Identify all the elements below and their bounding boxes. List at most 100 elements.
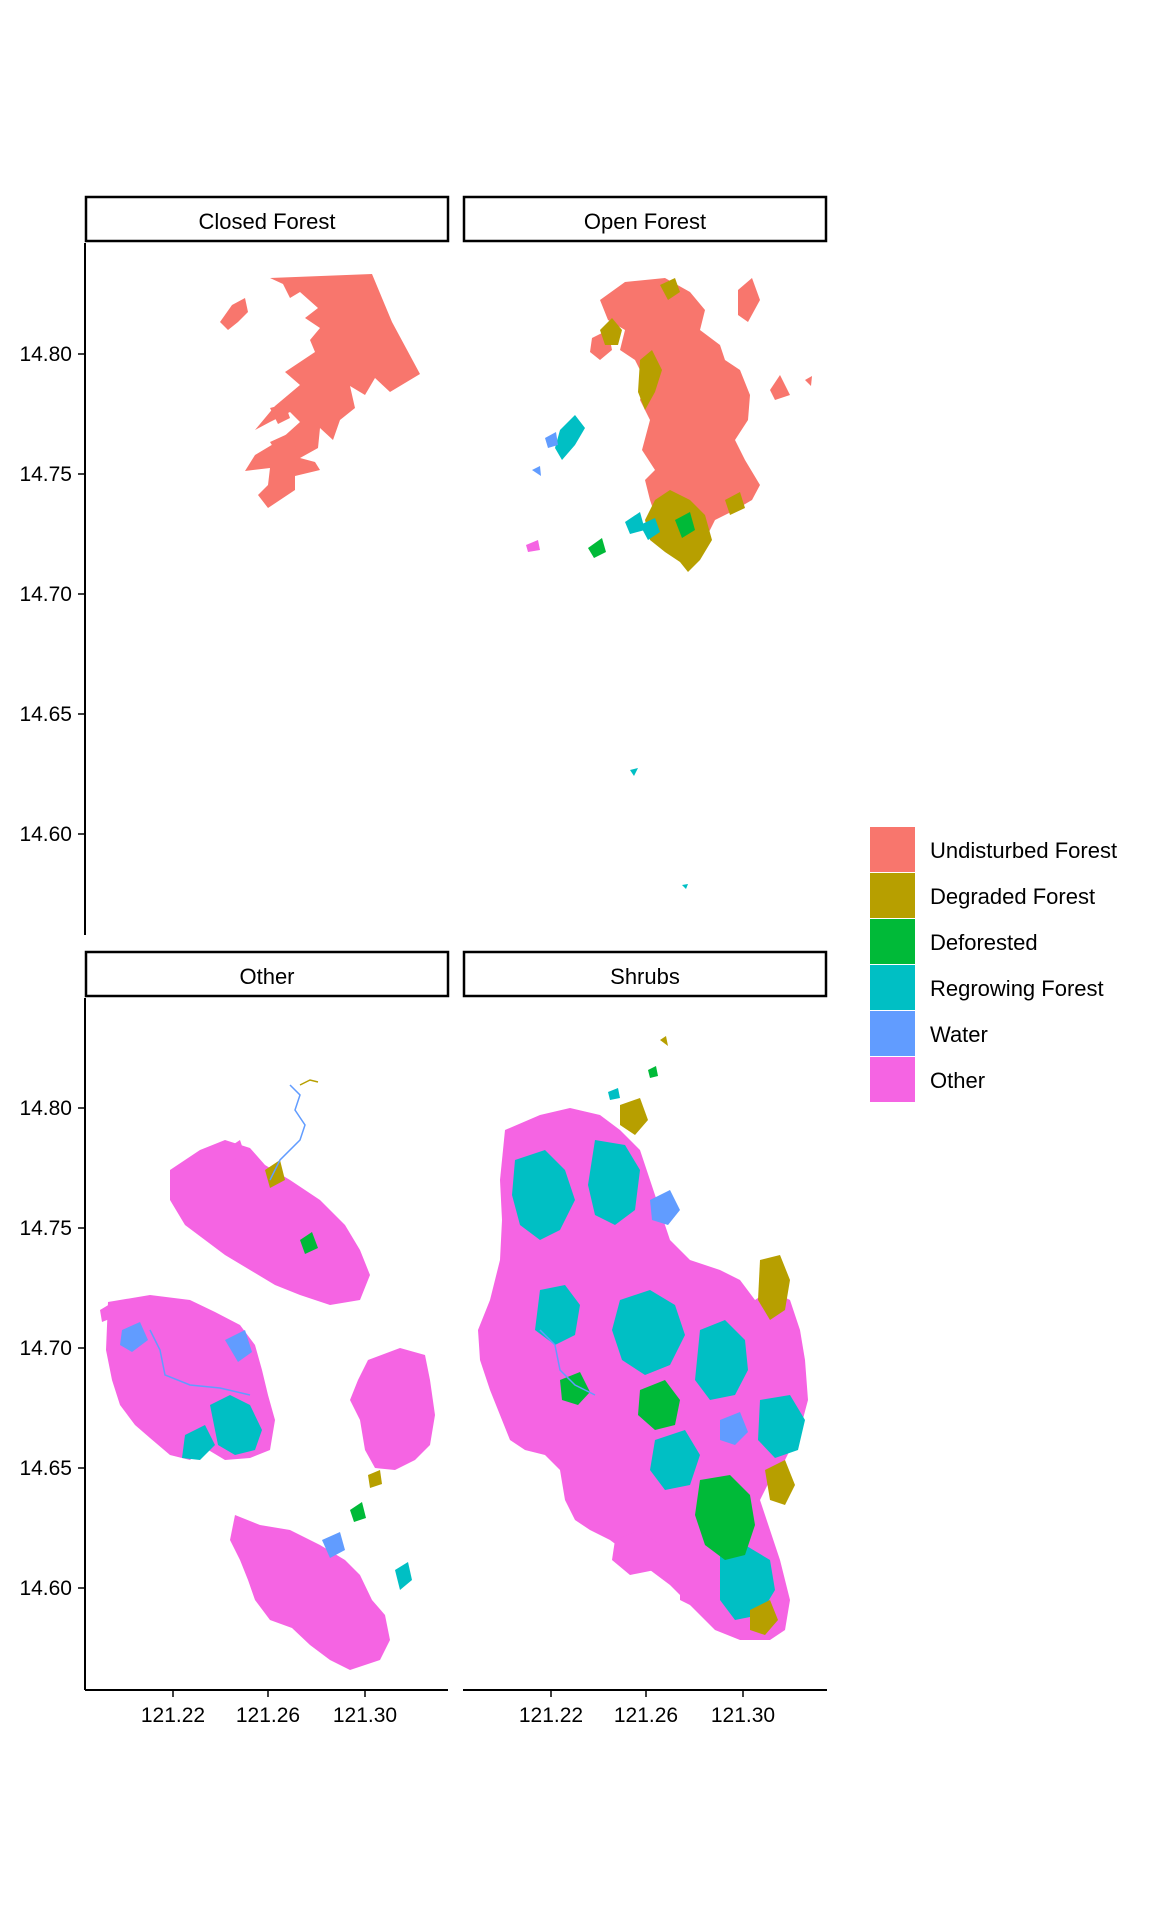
- degraded-forest-area: [600, 318, 622, 345]
- y-tick-label: 14.70: [19, 583, 72, 606]
- y-tick-label: 14.80: [19, 1097, 72, 1120]
- regrowing-forest-patch: [625, 512, 645, 534]
- water-line: [539, 1329, 596, 1396]
- legend-key: [870, 965, 915, 1010]
- x-tick-label: 121.22: [141, 1704, 205, 1727]
- undisturbed-forest-patch: [805, 376, 812, 386]
- deforested-area: [638, 1380, 680, 1430]
- water-patch: [532, 466, 541, 476]
- other-patch: [395, 1372, 428, 1410]
- degraded-forest-area: [725, 492, 745, 515]
- other-patch: [612, 1530, 660, 1575]
- undisturbed-forest-patch: [270, 404, 290, 424]
- undisturbed-forest-patch: [770, 375, 790, 400]
- y-tick-label: 14.70: [19, 1337, 72, 1360]
- facet-strip-open-forest: Open Forest: [462, 195, 828, 243]
- x-tick-label: 121.26: [236, 1704, 300, 1727]
- regrowing-forest-area: [210, 1395, 262, 1455]
- x-tick-label: 121.26: [614, 1704, 678, 1727]
- x-ticks-left: 121.22 121.26 121.30: [141, 1690, 397, 1727]
- x-ticks-right: 121.22 121.26 121.30: [519, 1690, 775, 1727]
- map-closed-forest: [220, 274, 420, 508]
- map-shrubs: [478, 1036, 808, 1640]
- other-area: [350, 1348, 435, 1470]
- regrowing-forest-patch: [630, 768, 638, 776]
- regrowing-forest-area: [695, 1320, 748, 1400]
- y-tick-label: 14.75: [19, 463, 72, 486]
- water-area: [650, 1190, 680, 1225]
- degraded-forest-area: [265, 1160, 285, 1188]
- y-tick-label: 14.65: [19, 703, 72, 726]
- legend-key: [870, 827, 915, 872]
- deforested-patch: [648, 1066, 658, 1078]
- legend-item-deforested: Deforested: [870, 919, 1038, 964]
- y-ticks-top: 14.80 14.75 14.70 14.65 14.60: [19, 343, 85, 846]
- regrowing-forest-area: [588, 1140, 640, 1225]
- water-area: [225, 1330, 252, 1362]
- undisturbed-forest-patch: [270, 432, 296, 458]
- facet-label: Other: [239, 964, 294, 989]
- deforested-area: [560, 1372, 590, 1405]
- regrowing-forest-patch: [640, 518, 660, 540]
- facet-label: Open Forest: [584, 209, 706, 234]
- facet-label: Closed Forest: [199, 209, 336, 234]
- x-tick-label: 121.22: [519, 1704, 583, 1727]
- regrowing-forest-area: [720, 1545, 775, 1620]
- legend-key: [870, 873, 915, 918]
- y-tick-label: 14.65: [19, 1457, 72, 1480]
- legend-key: [870, 1057, 915, 1102]
- other-patch: [680, 1572, 715, 1610]
- legend-item-undisturbed-forest: Undisturbed Forest: [870, 827, 1117, 872]
- water-patch: [545, 432, 558, 448]
- deforested-area: [695, 1475, 755, 1560]
- facet-strip-other: Other: [84, 950, 450, 998]
- map-open-forest: [526, 278, 812, 889]
- regrowing-forest-patch: [608, 1088, 620, 1100]
- regrowing-forest-area: [395, 1562, 412, 1590]
- legend-item-regrowing-forest: Regrowing Forest: [870, 965, 1104, 1010]
- legend-item-other: Other: [870, 1057, 985, 1102]
- undisturbed-forest-area: [600, 278, 760, 552]
- regrowing-forest-area: [758, 1395, 805, 1458]
- degraded-forest-area: [758, 1255, 790, 1320]
- legend: Undisturbed Forest Degraded Forest Defor…: [870, 827, 1117, 1102]
- deforested-area: [350, 1502, 366, 1522]
- deforested-area: [675, 512, 695, 538]
- water-area: [120, 1322, 148, 1352]
- other-area: [170, 1140, 370, 1305]
- degraded-forest-area: [750, 1600, 778, 1635]
- undisturbed-forest-patch: [220, 298, 248, 330]
- degraded-forest-area: [620, 1098, 648, 1135]
- y-tick-label: 14.60: [19, 1577, 72, 1600]
- water-line: [269, 1084, 306, 1181]
- undisturbed-forest-patch: [738, 278, 760, 322]
- regrowing-forest-area: [650, 1430, 700, 1490]
- degraded-forest-area: [645, 490, 712, 572]
- legend-key: [870, 1011, 915, 1056]
- water-line: [149, 1329, 251, 1396]
- y-tick-label: 14.75: [19, 1217, 72, 1240]
- legend-label: Water: [930, 1022, 988, 1047]
- degraded-forest-area: [368, 1470, 382, 1488]
- degraded-forest-area: [660, 278, 680, 300]
- degraded-forest-area: [638, 350, 662, 410]
- regrowing-forest-area: [535, 1285, 580, 1345]
- legend-label: Undisturbed Forest: [930, 838, 1117, 863]
- deforested-patch: [588, 538, 606, 558]
- water-area: [720, 1412, 748, 1445]
- other-patch: [526, 540, 540, 552]
- facet-strip-closed-forest: Closed Forest: [84, 195, 450, 243]
- degraded-forest-area: [765, 1460, 795, 1505]
- y-ticks-bottom: 14.80 14.75 14.70 14.65 14.60: [19, 1097, 85, 1600]
- degraded-forest-patch: [660, 1036, 668, 1046]
- legend-label: Regrowing Forest: [930, 976, 1104, 1001]
- other-patch: [225, 1140, 245, 1160]
- regrowing-forest-area: [612, 1290, 685, 1375]
- regrowing-forest-patch: [682, 884, 688, 889]
- facet-label: Shrubs: [610, 964, 680, 989]
- water-area: [322, 1532, 345, 1558]
- legend-label: Other: [930, 1068, 985, 1093]
- other-area: [230, 1515, 390, 1670]
- map-other: [100, 1079, 435, 1670]
